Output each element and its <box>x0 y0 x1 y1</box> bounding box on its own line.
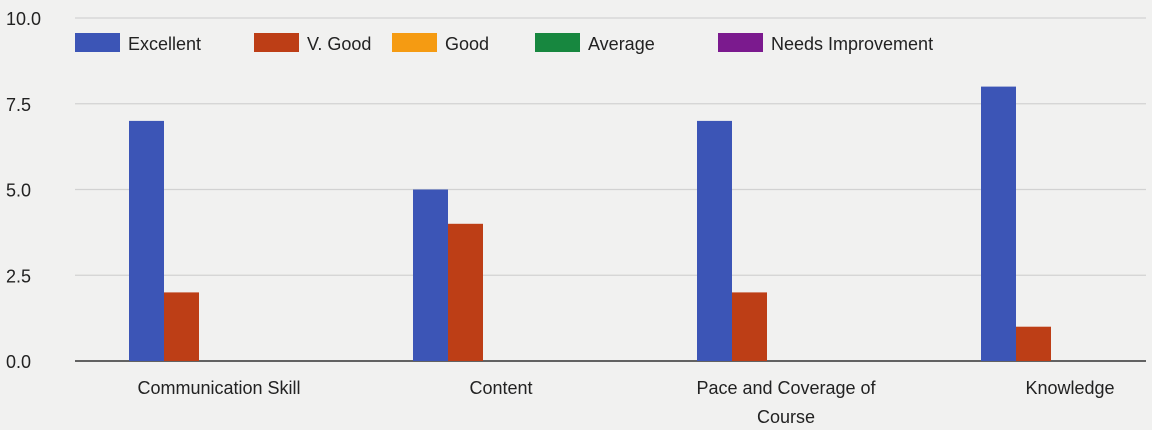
y-tick-label: 0.0 <box>6 352 31 372</box>
legend-label: Average <box>588 34 655 54</box>
bar-v-good-2 <box>732 292 767 361</box>
legend: Excellent V. Good Good Average Needs Improve… <box>75 33 933 54</box>
y-tick-label: 7.5 <box>6 95 31 115</box>
legend-swatch <box>254 33 299 52</box>
bars <box>129 86 1051 362</box>
bar-excellent-2 <box>697 120 732 362</box>
legend-swatch <box>392 33 437 52</box>
x-tick-label: Content <box>469 378 532 398</box>
x-tick-label: Communication Skill <box>137 378 300 398</box>
legend-swatch <box>75 33 120 52</box>
legend-swatch <box>718 33 763 52</box>
legend-swatch <box>535 33 580 52</box>
legend-label: Needs Improvement <box>771 34 933 54</box>
y-tick-label: 10.0 <box>6 9 41 29</box>
bar-excellent-3 <box>981 86 1016 361</box>
y-tick-label: 2.5 <box>6 266 31 286</box>
x-axis-ticks: Communication Skill Content Pace and Cover… <box>137 378 1114 427</box>
y-tick-label: 5.0 <box>6 181 31 201</box>
bar-v-good-1 <box>448 223 483 361</box>
legend-label: Excellent <box>128 34 201 54</box>
bar-v-good-3 <box>1016 326 1051 361</box>
bar-v-good-0 <box>164 292 199 361</box>
bar-excellent-0 <box>129 120 164 362</box>
y-axis-ticks: 0.0 2.5 5.0 7.5 10.0 <box>6 9 41 372</box>
gridlines <box>75 17 1146 362</box>
legend-label: V. Good <box>307 34 371 54</box>
legend-label: Good <box>445 34 489 54</box>
bar-excellent-1 <box>413 189 448 361</box>
x-tick-label: Pace and Coverage of Course <box>696 378 876 427</box>
x-tick-label: Knowledge <box>1025 378 1114 398</box>
